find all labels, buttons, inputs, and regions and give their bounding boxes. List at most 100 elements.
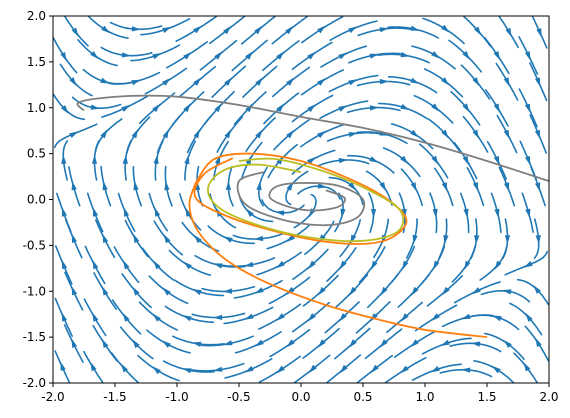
stream-arrow [339,260,347,270]
stream-arrow [339,313,347,322]
stream-arrow [214,103,222,113]
stream-arrow [370,313,378,322]
stream-arrow [193,129,200,139]
stream-arrow [71,338,78,348]
stream-arrow [254,235,264,242]
stream-arrow [163,234,171,244]
stream-arrow [183,103,191,113]
stream-arrow [71,286,78,296]
stream-arrow [525,312,533,322]
stream-arrow [183,51,192,60]
stream-arrow [256,180,262,191]
stream-arrow [410,182,417,192]
x-tick-label: 0.0 [291,390,310,404]
stream-arrow [317,130,326,139]
x-tick-label: -1.5 [103,390,126,404]
stream-arrow [152,366,161,375]
stream-arrow [471,287,481,295]
stream-arrow [431,313,440,321]
stream-arrow [133,181,139,191]
x-tick-label: -0.5 [227,390,250,404]
stream-arrow [120,363,128,373]
stream-arrow [379,79,389,85]
stream-arrow [213,366,223,372]
stream-arrow [184,154,190,165]
stream-arrow [121,104,131,112]
stream-arrow [162,78,171,86]
stream-arrow [370,364,379,374]
stream-arrow [122,312,130,322]
stream-arrow [400,155,409,165]
stream-arrow [472,77,480,87]
trajectory-line-3 [207,157,405,243]
stream-arrow [162,287,171,296]
stream-arrow [472,182,479,192]
stream-arrow [370,260,378,270]
y-tick-label: 1.5 [27,55,46,69]
stream-arrow [61,154,67,164]
stream-arrow [192,341,202,347]
stream-arrow [461,313,471,320]
stream-arrow [307,260,316,270]
stream-arrow [71,27,79,37]
stream-arrow [90,361,97,372]
stream-arrow [369,105,379,111]
stream-arrow [121,52,131,58]
stream-arrow [338,52,348,60]
stream-arrow [462,103,470,113]
stream-arrow [223,236,233,243]
stream-arrow [224,129,232,139]
stream-arrow [492,315,502,322]
stream-arrow [533,285,541,294]
stream-arrow [92,312,99,322]
stream-arrow [61,105,69,114]
y-tick-label: -1.5 [23,330,46,344]
stream-arrow [131,129,138,139]
stream-arrow [308,364,317,374]
stream-arrow [131,26,141,32]
stream-arrow [154,207,161,217]
stream-arrow [339,364,348,374]
stream-arrow [162,129,169,139]
stream-arrow [254,287,264,294]
stream-arrow [400,103,410,110]
stream-arrow [402,260,409,270]
stream-arrow [379,27,389,33]
x-tick-label: 2.0 [539,390,558,404]
stream-arrow [369,156,379,163]
stream-arrow [493,156,500,166]
stream-arrow [132,339,140,349]
stream-arrow [432,208,438,219]
stream-arrow [471,341,481,347]
stream-arrow [464,260,471,270]
stream-arrow [505,27,512,38]
stream-arrow [349,286,357,296]
stream-arrow [223,288,233,294]
trajectory-line-0 [76,94,549,182]
stream-arrow [524,51,531,61]
stream-arrow [474,235,480,245]
stream-arrow [400,313,409,322]
stream-arrow [338,157,348,164]
stream-arrow [244,313,254,320]
stream-arrow [193,25,202,34]
stream-arrow [102,181,108,191]
stream-arrow [276,51,285,60]
stream-arrow [463,208,469,218]
x-tick-label: -2.0 [41,390,64,404]
stream-arrow [245,51,254,60]
stream-arrow [100,77,110,84]
y-tick-label: 0.5 [27,147,46,161]
stream-arrow [102,233,109,243]
y-tick-label: 0.0 [27,193,46,207]
stream-arrow [503,77,510,87]
stream-arrow [192,289,202,296]
trajectory-line-1 [188,182,488,338]
stream-arrow [493,51,500,61]
stream-arrow [369,53,379,59]
stream-arrow [494,208,500,218]
stream-arrow [338,105,348,112]
stream-arrow [474,26,482,36]
y-tick-label: 2.0 [27,9,46,23]
stream-arrow [286,286,295,295]
